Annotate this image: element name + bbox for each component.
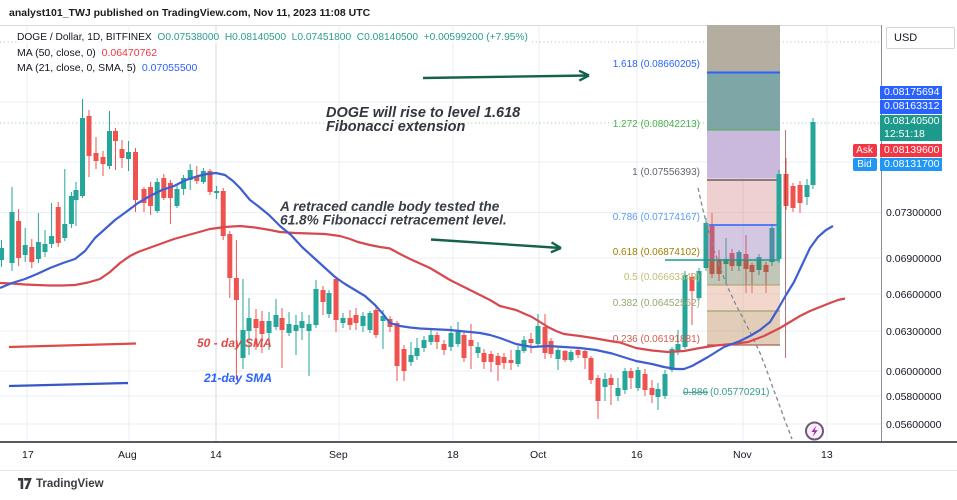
svg-text:1.272 (0.08042213): 1.272 (0.08042213) (613, 119, 700, 130)
svg-text:61.8% Fibonacci retracement le: 61.8% Fibonacci retracement level. (280, 213, 507, 228)
svg-text:0.886: 0.886 (683, 387, 708, 398)
svg-text:1 (0.07556393): 1 (0.07556393) (632, 167, 700, 178)
svg-text:21-day SMA: 21-day SMA (203, 371, 272, 385)
svg-text:0.236 (0.06191881): 0.236 (0.06191881) (613, 334, 700, 345)
svg-text:1.618 (0.08660205): 1.618 (0.08660205) (613, 59, 700, 70)
svg-text:DOGE will rise to level 1.618: DOGE will rise to level 1.618 (326, 105, 521, 121)
svg-text:0.618 (0.06874102): 0.618 (0.06874102) (613, 247, 700, 258)
svg-text:Fibonacci extension: Fibonacci extension (326, 119, 466, 135)
svg-text:0.5 (0.06663343): 0.5 (0.06663343) (624, 272, 700, 283)
svg-text:0.382 (0.06452562): 0.382 (0.06452562) (613, 298, 700, 309)
svg-text:50 - day SMA: 50 - day SMA (197, 336, 272, 350)
svg-text:(0.05770291): (0.05770291) (710, 387, 770, 398)
svg-text:0.786 (0.07174167): 0.786 (0.07174167) (613, 212, 700, 223)
svg-text:A retraced candle body tested: A retraced candle body tested the (279, 199, 500, 214)
